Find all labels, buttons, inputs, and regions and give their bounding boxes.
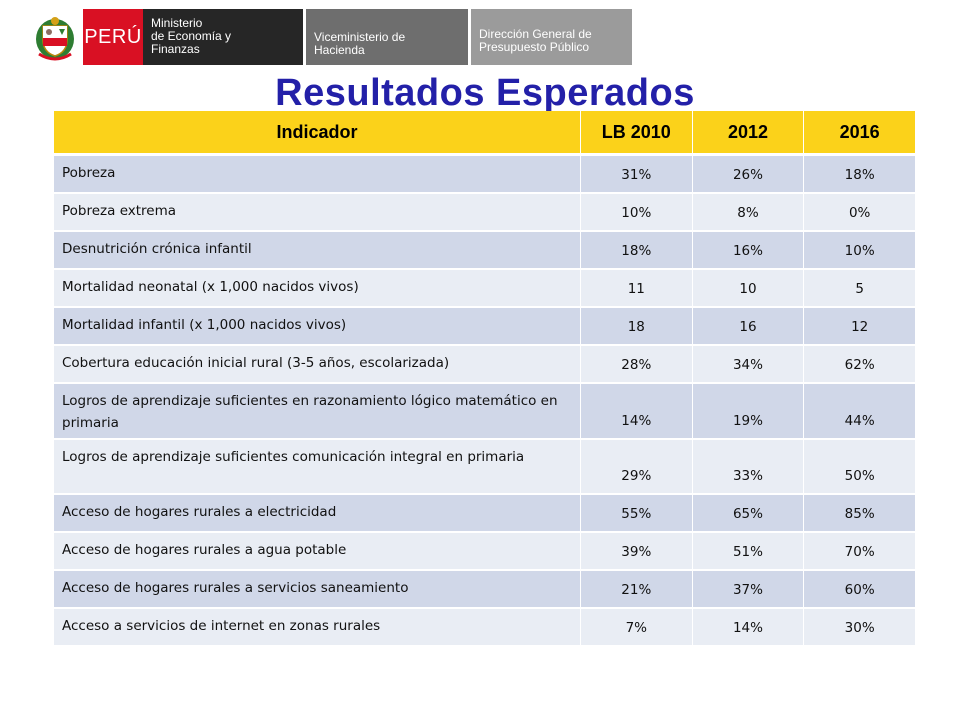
table-header-row: Indicador LB 2010 2012 2016 — [54, 111, 916, 156]
indicator-cell: Mortalidad infantil (x 1,000 nacidos viv… — [54, 308, 581, 346]
table-row: Acceso a servicios de internet en zonas … — [54, 609, 916, 647]
table-row: Mortalidad neonatal (x 1,000 nacidos viv… — [54, 270, 916, 308]
table-row: Desnutrición crónica infantil 18% 16% 10% — [54, 232, 916, 270]
value-2012-cell: 16 — [692, 308, 805, 346]
viceministry-line-2: Hacienda — [314, 43, 365, 57]
ministry-line-2: de Economía y — [151, 29, 232, 43]
value-2012-cell: 14% — [692, 609, 805, 647]
value-2016-cell: 10% — [804, 232, 916, 270]
coat-of-arms-icon — [27, 9, 83, 65]
results-table: Indicador LB 2010 2012 2016 Pobreza 31% 26… — [54, 111, 916, 647]
indicator-cell: Desnutrición crónica infantil — [54, 232, 581, 270]
table-row: Pobreza 31% 26% 18% — [54, 156, 916, 194]
value-2016-cell: 0% — [804, 194, 916, 232]
value-2012-cell: 33% — [692, 440, 805, 495]
value-2012-cell: 26% — [692, 156, 805, 194]
ministry-line-1: Ministerio — [151, 16, 203, 30]
value-2012-cell: 34% — [692, 346, 805, 384]
column-header-2012: 2012 — [692, 111, 805, 156]
indicator-cell: Acceso de hogares rurales a electricidad — [54, 495, 581, 533]
table-row: Acceso de hogares rurales a servicios sa… — [54, 571, 916, 609]
indicator-cell: Logros de aprendizaje suficientes en raz… — [54, 384, 581, 440]
value-2012-cell: 8% — [692, 194, 805, 232]
directorate-segment: Dirección General de Presupuesto Público — [471, 9, 632, 65]
table-row: Logros de aprendizaje suficientes en raz… — [54, 384, 916, 440]
value-2016-cell: 70% — [804, 533, 916, 571]
lb2010-cell: 18% — [580, 232, 693, 270]
country-label: PERÚ — [83, 9, 143, 65]
value-2016-cell: 50% — [804, 440, 916, 495]
indicator-cell: Acceso de hogares rurales a servicios sa… — [54, 571, 581, 609]
table-row: Acceso de hogares rurales a agua potable… — [54, 533, 916, 571]
value-2016-cell: 18% — [804, 156, 916, 194]
lb2010-cell: 18 — [580, 308, 693, 346]
value-2012-cell: 10 — [692, 270, 805, 308]
lb2010-cell: 55% — [580, 495, 693, 533]
lb2010-cell: 21% — [580, 571, 693, 609]
value-2016-cell: 5 — [804, 270, 916, 308]
value-2012-cell: 51% — [692, 533, 805, 571]
directorate-line-1: Dirección General de — [479, 27, 592, 41]
viceministry-line-1: Viceministerio de — [314, 30, 406, 44]
lb2010-cell: 11 — [580, 270, 693, 308]
indicator-cell: Acceso de hogares rurales a agua potable — [54, 533, 581, 571]
indicator-cell: Acceso a servicios de internet en zonas … — [54, 609, 581, 647]
value-2012-cell: 65% — [692, 495, 805, 533]
directorate-line-2: Presupuesto Público — [479, 40, 590, 54]
column-header-2016: 2016 — [804, 111, 916, 156]
table-row: Logros de aprendizaje suficientes comuni… — [54, 440, 916, 495]
indicator-cell: Pobreza extrema — [54, 194, 581, 232]
lb2010-cell: 29% — [580, 440, 693, 495]
indicator-cell: Mortalidad neonatal (x 1,000 nacidos viv… — [54, 270, 581, 308]
value-2016-cell: 44% — [804, 384, 916, 440]
lb2010-cell: 7% — [580, 609, 693, 647]
lb2010-cell: 28% — [580, 346, 693, 384]
value-2016-cell: 12 — [804, 308, 916, 346]
table-row: Acceso de hogares rurales a electricidad… — [54, 495, 916, 533]
lb2010-cell: 10% — [580, 194, 693, 232]
ministry-segment: Ministerio de Economía y Finanzas — [143, 9, 303, 65]
value-2016-cell: 85% — [804, 495, 916, 533]
table-row: Mortalidad infantil (x 1,000 nacidos viv… — [54, 308, 916, 346]
value-2012-cell: 16% — [692, 232, 805, 270]
indicator-cell: Pobreza — [54, 156, 581, 194]
page-title: Resultados Esperados — [275, 72, 695, 114]
lb2010-cell: 31% — [580, 156, 693, 194]
column-header-indicator: Indicador — [54, 111, 581, 156]
indicator-cell: Logros de aprendizaje suficientes comuni… — [54, 440, 581, 495]
table-row: Cobertura educación inicial rural (3-5 a… — [54, 346, 916, 384]
viceministry-segment: Viceministerio de Hacienda — [306, 9, 468, 65]
indicator-cell: Cobertura educación inicial rural (3-5 a… — [54, 346, 581, 384]
value-2012-cell: 19% — [692, 384, 805, 440]
value-2016-cell: 60% — [804, 571, 916, 609]
table-row: Pobreza extrema 10% 8% 0% — [54, 194, 916, 232]
value-2016-cell: 30% — [804, 609, 916, 647]
lb2010-cell: 39% — [580, 533, 693, 571]
value-2012-cell: 37% — [692, 571, 805, 609]
value-2016-cell: 62% — [804, 346, 916, 384]
ministry-line-3: Finanzas — [151, 42, 200, 56]
column-header-lb2010: LB 2010 — [580, 111, 693, 156]
header-banner: PERÚ Ministerio de Economía y Finanzas V… — [27, 9, 632, 65]
lb2010-cell: 14% — [580, 384, 693, 440]
